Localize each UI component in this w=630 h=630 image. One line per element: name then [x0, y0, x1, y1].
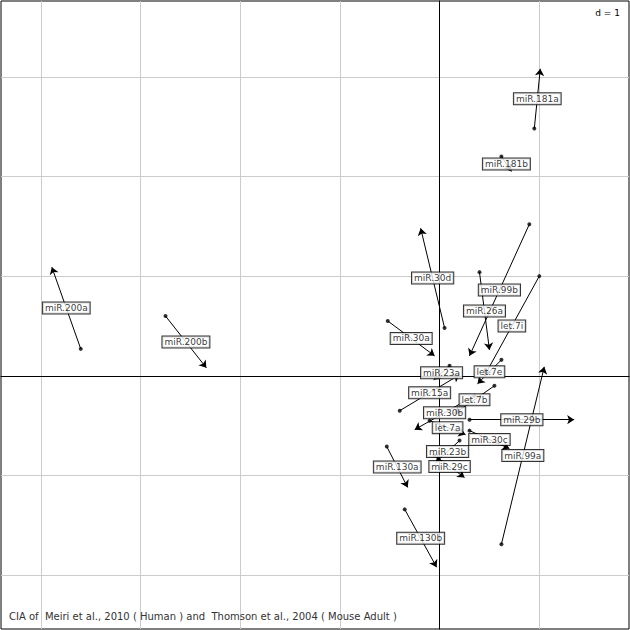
svg-text:miR.200a: miR.200a — [45, 303, 88, 313]
svg-text:CIA of Meiri et al., 2010 ( H: CIA of Meiri et al., 2010 ( Human ) and … — [9, 611, 397, 622]
svg-text:miR.29b: miR.29b — [503, 415, 541, 425]
svg-text:miR.130a: miR.130a — [376, 462, 419, 472]
svg-text:miR.99b: miR.99b — [481, 285, 519, 295]
svg-text:let.7b: let.7b — [462, 395, 488, 405]
svg-text:let.7a: let.7a — [435, 423, 461, 433]
svg-text:miR.30a: miR.30a — [393, 333, 430, 343]
svg-text:miR.26a: miR.26a — [466, 306, 503, 316]
svg-text:miR.181a: miR.181a — [516, 94, 559, 104]
svg-text:miR.30d: miR.30d — [414, 273, 451, 283]
svg-text:miR.99a: miR.99a — [504, 451, 541, 461]
svg-text:miR.30c: miR.30c — [471, 435, 508, 445]
svg-text:miR.200b: miR.200b — [164, 337, 207, 347]
svg-text:miR.30b: miR.30b — [426, 408, 464, 418]
svg-text:d = 1: d = 1 — [595, 8, 620, 18]
svg-text:miR.181b: miR.181b — [485, 159, 528, 169]
svg-text:let.7e: let.7e — [477, 367, 503, 377]
svg-text:let.7i: let.7i — [501, 321, 524, 331]
svg-text:miR.23b: miR.23b — [429, 447, 467, 457]
svg-text:miR.15a: miR.15a — [411, 388, 448, 398]
svg-text:miR.130b: miR.130b — [399, 533, 442, 543]
svg-text:miR.23a: miR.23a — [423, 368, 460, 378]
svg-text:miR.29c: miR.29c — [431, 462, 468, 472]
